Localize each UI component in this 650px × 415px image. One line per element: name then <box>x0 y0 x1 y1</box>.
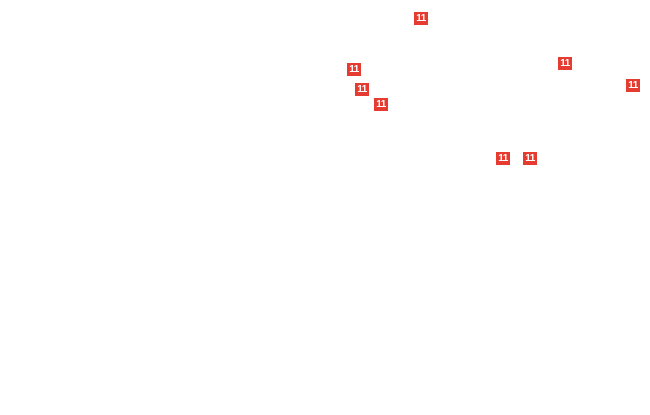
part-marker[interactable]: 11 <box>523 152 537 165</box>
part-marker[interactable]: 11 <box>347 63 361 76</box>
part-marker[interactable]: 11 <box>496 152 510 165</box>
part-marker[interactable]: 11 <box>414 12 428 25</box>
part-marker[interactable]: 11 <box>626 79 640 92</box>
part-marker[interactable]: 11 <box>374 98 388 111</box>
part-marker[interactable]: 11 <box>355 83 369 96</box>
part-marker[interactable]: 11 <box>558 57 572 70</box>
